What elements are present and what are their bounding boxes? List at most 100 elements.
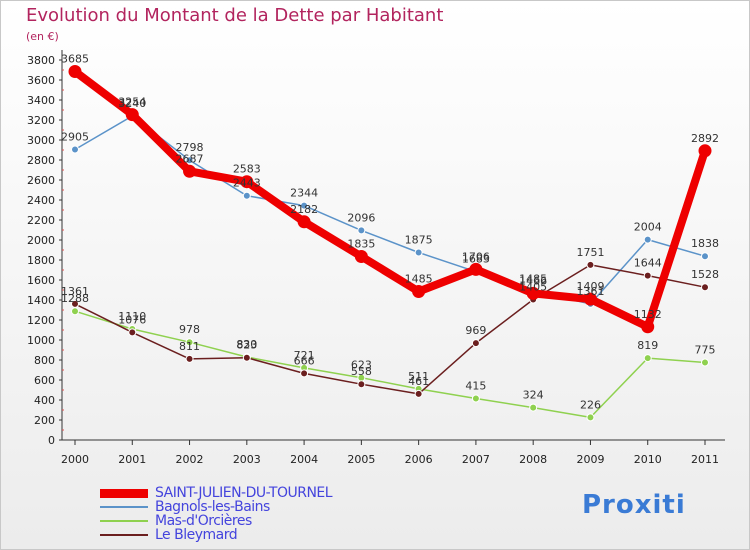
data-label-s0-0: 3685 <box>61 53 89 66</box>
legend-item-saint-julien: SAINT-JULIEN-DU-TOURNEL <box>100 485 333 501</box>
data-label-s1-4: 2344 <box>290 187 318 200</box>
data-point-s3-2 <box>185 354 194 363</box>
x-tick-label: 2004 <box>290 453 318 466</box>
data-point-s0-9 <box>583 292 597 306</box>
data-point-s3-6 <box>414 389 423 398</box>
data-point-s0-5 <box>354 250 368 263</box>
data-point-s2-0 <box>71 307 79 316</box>
data-point-s3-9 <box>586 260 595 269</box>
y-tick-label: 1000 <box>27 334 55 347</box>
data-point-s3-1 <box>128 328 137 337</box>
data-label-s2-9: 226 <box>580 398 601 411</box>
data-point-s3-7 <box>471 339 480 348</box>
data-label-s3-3: 823 <box>236 339 257 352</box>
x-tick-label: 2011 <box>691 453 719 466</box>
y-tick-label: 2000 <box>27 234 55 247</box>
data-point-s0-10 <box>641 320 655 334</box>
data-point-s0-4 <box>297 215 311 229</box>
data-point-s1-5 <box>357 226 366 235</box>
data-point-s3-3 <box>242 353 251 362</box>
data-label-s1-7: 1683 <box>462 253 490 266</box>
x-tick-label: 2005 <box>347 453 375 466</box>
y-tick-label: 0 <box>48 434 55 447</box>
legend-item-mas-dorcieres: Mas-d'Orcières <box>100 514 332 528</box>
data-label-s1-2: 2798 <box>176 141 204 154</box>
data-point-s3-5 <box>357 380 366 389</box>
data-label-s0-7: 1706 <box>462 250 490 263</box>
data-label-s0-6: 1485 <box>405 273 433 286</box>
data-label-s0-3: 2583 <box>233 163 261 176</box>
data-point-s1-0 <box>71 145 79 154</box>
series-line-3 <box>74 264 706 395</box>
y-tick-label: 400 <box>34 394 55 407</box>
y-tick-label: 1800 <box>27 254 55 267</box>
data-point-s2-11 <box>701 358 709 367</box>
y-tick-label: 2200 <box>27 214 55 227</box>
data-point-s3-4 <box>300 369 309 378</box>
data-point-s0-1 <box>125 108 139 122</box>
proxiti-logo: Proxiti <box>582 490 686 520</box>
data-label-s0-4: 2182 <box>290 203 318 216</box>
y-tick-label: 2400 <box>27 194 55 207</box>
data-label-s0-2: 2687 <box>176 152 204 165</box>
y-tick-label: 3200 <box>27 114 55 127</box>
data-point-s3-11 <box>701 283 709 292</box>
data-label-s3-9: 1751 <box>576 246 604 259</box>
y-tick-label: 2600 <box>27 174 55 187</box>
chart-title: Evolution du Montant de la Dette par Hab… <box>26 5 444 26</box>
data-label-s2-8: 324 <box>523 389 544 402</box>
legend-item-le-bleymard: Le Bleymard <box>100 528 332 542</box>
x-tick-label: 2010 <box>634 453 662 466</box>
data-label-s1-6: 1875 <box>405 234 433 247</box>
data-label-s3-4: 666 <box>294 354 315 367</box>
legend-swatch-bagnols <box>100 506 148 508</box>
data-label-s2-0: 1288 <box>61 292 89 305</box>
data-label-s1-1: 3240 <box>118 97 146 110</box>
data-point-s0-3 <box>240 175 254 189</box>
y-tick-label: 3400 <box>27 94 55 107</box>
data-label-s2-3: 830 <box>236 338 257 351</box>
data-label-s3-8: 1405 <box>519 281 547 294</box>
chart-legend: SAINT-JULIEN-DU-TOURNEL Bagnols-les-Bain… <box>100 485 333 542</box>
data-point-s0-0 <box>68 65 82 78</box>
data-label-s2-4: 721 <box>294 349 315 362</box>
data-label-s3-1: 1076 <box>118 313 146 326</box>
data-point-s2-2 <box>185 338 194 347</box>
legend-swatch-saint-julien <box>100 489 148 498</box>
data-label-s0-11: 2892 <box>691 132 719 145</box>
data-label-s1-3: 2443 <box>233 177 261 190</box>
data-point-s0-11 <box>698 144 712 158</box>
legend-label: Bagnols-les-Bains <box>155 499 270 515</box>
data-label-s3-6: 461 <box>408 375 429 388</box>
data-point-s2-7 <box>471 394 480 403</box>
data-label-s0-5: 1835 <box>347 238 375 251</box>
chart-unit-label: (en €) <box>26 30 59 43</box>
x-tick-label: 2009 <box>576 453 604 466</box>
data-point-s0-7 <box>469 262 483 276</box>
y-tick-label: 200 <box>34 414 55 427</box>
y-tick-label: 3600 <box>27 74 55 87</box>
data-label-s2-1: 1110 <box>118 310 146 323</box>
data-label-s1-9: 1361 <box>576 285 604 298</box>
data-point-s2-8 <box>529 403 538 412</box>
legend-swatch-le-bleymard <box>100 534 148 536</box>
data-label-s2-5: 623 <box>351 359 372 372</box>
y-tick-label: 2800 <box>27 154 55 167</box>
data-label-s2-2: 978 <box>179 323 200 336</box>
legend-item-bagnols: Bagnols-les-Bains <box>100 500 332 514</box>
x-tick-label: 2003 <box>233 453 261 466</box>
y-tick-label: 1600 <box>27 274 55 287</box>
data-label-s2-10: 819 <box>637 339 658 352</box>
data-label-s2-6: 511 <box>408 370 429 383</box>
x-tick-label: 2007 <box>462 453 490 466</box>
data-point-s0-6 <box>412 285 426 298</box>
data-label-s1-8: 1485 <box>519 273 547 286</box>
legend-label: SAINT-JULIEN-DU-TOURNEL <box>155 485 333 501</box>
y-tick-label: 800 <box>34 354 55 367</box>
data-point-s2-9 <box>586 413 595 422</box>
x-tick-label: 2008 <box>519 453 547 466</box>
data-point-s3-0 <box>71 299 79 308</box>
data-point-s1-6 <box>414 248 423 257</box>
series-line-1 <box>74 115 706 305</box>
